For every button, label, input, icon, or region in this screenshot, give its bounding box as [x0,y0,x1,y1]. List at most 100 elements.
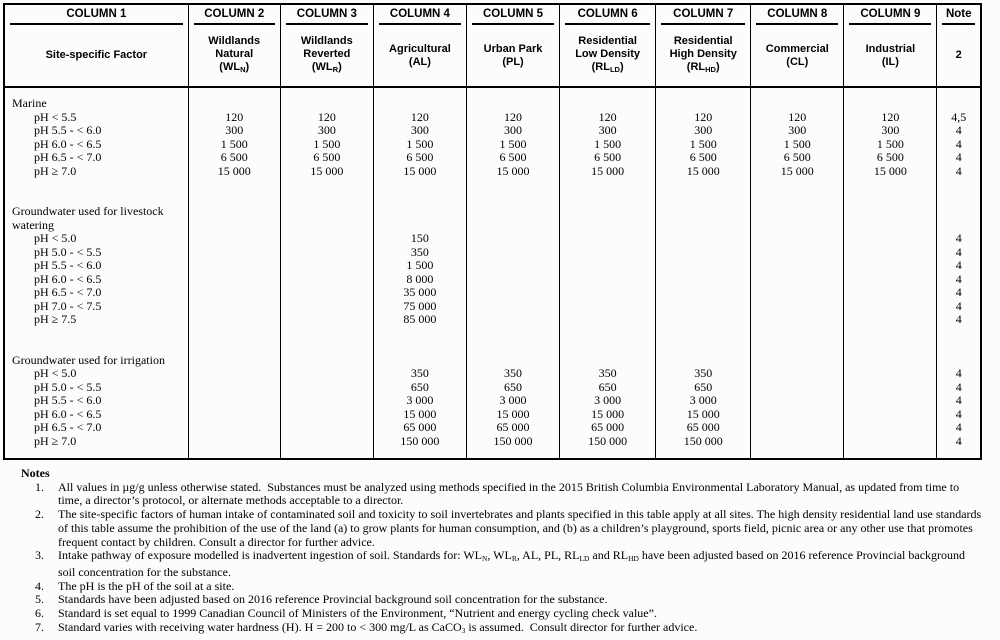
value-cell: 6 500 [655,151,752,165]
note-cell [937,448,981,459]
notes-heading: Notes [21,466,50,480]
value-cell: 15 000 [280,164,374,178]
data-row: pH 6.5 - < 7.0 35 000 4 [4,286,981,300]
value-cell [559,272,657,286]
data-row: pH 7.0 - < 7.5 75 000 4 [4,299,981,313]
note-number: 5. [35,592,44,607]
note-cell [937,178,981,205]
factor-header-cell: Residential High Density (RLHD) [655,25,752,88]
value-cell [559,232,657,246]
ph-range-label: pH 6.5 - < 7.0 [4,151,189,165]
value-cell: 1 500 [373,259,467,273]
value-cell [750,245,845,259]
note-cell: 4 [955,286,962,299]
section-title: Groundwater used for irrigation [4,353,189,367]
ph-range-label: pH 6.5 - < 7.0 [4,286,189,300]
value-cell [843,259,938,273]
value-cell [466,97,561,111]
factor-header-line: (CL) [786,55,809,68]
note-subscript: N [482,554,488,564]
value-cell [559,326,657,354]
data-row: pH 6.0 - < 6.5 1 500 1 500 1 500 1 500 1 500 1… [4,137,981,151]
ph-range-label: pH 6.0 - < 6.5 [4,272,189,286]
value-cell [188,232,281,246]
value-cell [466,448,561,459]
factor-header-line: Wildlands [208,35,261,47]
value-cell: 150 000 [655,434,752,448]
value-cell: 6 500 [373,151,467,165]
value-cell [466,245,561,259]
value-cell [559,87,657,97]
note-cell [937,205,981,219]
value-cell: 120 [750,110,845,124]
note-segment: Standard is set equal to 1999 Canadian C… [58,606,657,621]
ph-range-label: pH 7.0 - < 7.5 [4,299,189,313]
value-cell: 300 [188,124,281,138]
abbrev-subscript: N [240,65,246,74]
factor-header-cell: Commercial (CL) [750,25,845,88]
value-cell: 6 500 [750,151,845,165]
value-cell [750,259,845,273]
value-cell [750,97,845,111]
value-cell [280,205,374,219]
value-cell [280,299,374,313]
factor-header-line: Reverted [303,48,351,60]
value-cell: 300 [466,124,561,138]
value-cell [280,272,374,286]
value-cell [655,218,752,232]
note-subscript: R [511,554,517,564]
value-cell [466,205,561,219]
spacer-row [4,87,981,97]
data-row: pH 6.0 - < 6.5 15 000 15 000 15 000 15 000 4 [4,407,981,421]
data-row: pH < 5.5 120 120 120 120 120 120 120 120 4,5 [4,110,981,124]
value-cell [280,97,374,111]
value-cell [188,434,281,448]
factor-header-abbrev: (WLN) [190,61,279,76]
factor-header-line: High Density [669,48,737,60]
value-cell [559,353,657,367]
value-cell [280,245,374,259]
value-cell [466,286,561,300]
value-cell [655,87,752,97]
value-cell [280,394,374,408]
value-cell [466,87,561,97]
note-text: The pH is the pH of the soil at a site. [58,579,985,594]
value-cell: 6 500 [559,151,657,165]
value-cell [559,205,657,219]
abbrev-text: (RL [591,61,610,73]
note-subscript: HD [628,554,639,564]
value-cell [843,313,938,327]
factor-header-abbrev: (RLHD) [657,61,749,76]
value-cell [750,286,845,300]
note-number: 4. [35,578,44,593]
ph-range-label: pH ≥ 7.5 [4,313,189,327]
factor-header-abbrev: (WLR) [282,61,372,76]
value-cell: 15 000 [750,164,845,178]
value-cell [188,87,281,97]
value-cell: 15 000 [655,407,752,421]
value-cell [750,326,845,354]
section-title-row: watering [4,218,981,232]
note-cell: 4 [955,164,962,178]
notes-list: 1. All values in µg/g unless otherwise st… [21,480,985,638]
note-text: Standard varies with receiving water har… [58,619,985,638]
column-header-cell: COLUMN 6 [559,4,657,25]
value-cell [843,353,938,367]
factor-header-line: Urban Park [483,42,543,55]
note-segment: The site-specific factors of human intak… [58,507,982,549]
value-cell [559,178,657,205]
note-segment: Standard varies with receiving water har… [58,619,462,634]
value-cell [559,299,657,313]
column-header-cell: COLUMN 8 [750,4,845,25]
value-cell [188,272,281,286]
value-cell [559,448,657,459]
value-cell: 300 [373,124,467,138]
data-row: pH 6.0 - < 6.5 8 000 4 [4,272,981,286]
value-cell [188,286,281,300]
value-cell [280,232,374,246]
value-cell [280,407,374,421]
note-cell: 4,5 [951,110,967,124]
value-cell: 15 000 [373,164,467,178]
note-cell: 4 [955,407,962,421]
note-text: Standards have been adjusted based on 20… [58,593,985,607]
